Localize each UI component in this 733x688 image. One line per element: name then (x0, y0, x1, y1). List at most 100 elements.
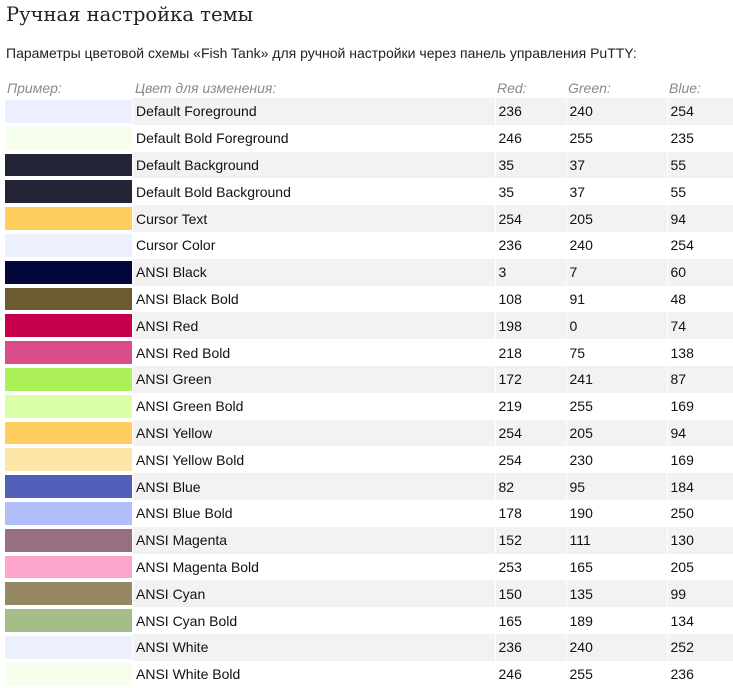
green-value-cell: 205 (565, 205, 667, 232)
table-row: Cursor Text 254 205 94 (5, 205, 733, 232)
blue-value-cell: 250 (666, 499, 733, 527)
green-value-cell: 240 (565, 633, 667, 661)
color-sample-cell (5, 446, 133, 473)
green-value-cell: 37 (565, 151, 667, 179)
color-swatch (5, 180, 132, 204)
color-swatch (5, 528, 132, 552)
color-name-cell: Default Background (133, 151, 495, 179)
blue-value-cell: 94 (666, 205, 733, 232)
color-sample-cell (5, 661, 133, 688)
color-name-cell: ANSI White Bold (133, 660, 495, 688)
green-value-cell: 7 (565, 258, 667, 286)
color-sample-cell (5, 634, 133, 661)
blue-value-cell: 252 (666, 633, 733, 661)
green-value-cell: 255 (565, 660, 667, 688)
green-value-cell: 75 (565, 339, 667, 366)
green-value-cell: 95 (565, 473, 667, 500)
table-row: ANSI Red Bold 218 75 138 (5, 339, 733, 366)
red-value-cell: 219 (494, 392, 566, 420)
color-swatch (5, 635, 132, 659)
color-name-cell: ANSI White (133, 633, 495, 661)
blue-value-cell: 60 (666, 258, 733, 286)
color-sample-cell (5, 152, 133, 179)
red-value-cell: 254 (494, 205, 566, 232)
color-name-cell: ANSI Cyan (133, 580, 495, 608)
color-sample-cell (5, 554, 133, 581)
green-value-cell: 241 (565, 365, 667, 393)
table-row: ANSI Black Bold 108 91 48 (5, 285, 733, 313)
red-value-cell: 172 (494, 365, 566, 393)
table-row: ANSI Yellow Bold 254 230 169 (5, 446, 733, 474)
table-row: Default Bold Background 35 37 55 (5, 178, 733, 206)
table-row: ANSI Magenta 152 111 130 (5, 526, 733, 554)
red-value-cell: 82 (494, 473, 566, 500)
color-name-cell: ANSI Yellow Bold (133, 446, 495, 474)
color-swatch (5, 394, 132, 418)
color-sample-cell (5, 420, 133, 447)
red-value-cell: 35 (494, 178, 566, 206)
color-sample-cell (5, 125, 133, 152)
color-sample-cell (5, 259, 133, 286)
blue-value-cell: 184 (666, 473, 733, 500)
color-swatch (5, 153, 132, 177)
header-red: Red: (497, 79, 527, 96)
table-header-row: Пример: Цвет для изменения: Red: Green: … (5, 77, 733, 98)
table-row: Default Bold Foreground 246 255 235 (5, 124, 733, 152)
table-row: ANSI Green 172 241 87 (5, 365, 733, 393)
green-value-cell: 240 (565, 98, 667, 125)
red-value-cell: 198 (494, 312, 566, 340)
color-swatch (5, 475, 132, 498)
color-sample-cell (5, 607, 133, 634)
table-row: ANSI Black 3 7 60 (5, 258, 733, 286)
color-name-cell: ANSI Magenta Bold (133, 553, 495, 581)
color-name-cell: Cursor Color (133, 231, 495, 259)
green-value-cell: 230 (565, 446, 667, 474)
red-value-cell: 108 (494, 285, 566, 313)
table-row: Cursor Color 236 240 254 (5, 231, 733, 259)
blue-value-cell: 55 (666, 151, 733, 179)
green-value-cell: 255 (565, 392, 667, 420)
table-row: ANSI Blue 82 95 184 (5, 473, 733, 500)
red-value-cell: 236 (494, 98, 566, 125)
table-row: ANSI Yellow 254 205 94 (5, 419, 733, 447)
blue-value-cell: 55 (666, 178, 733, 206)
green-value-cell: 91 (565, 285, 667, 313)
color-swatch (5, 126, 132, 150)
header-blue: Blue: (669, 79, 701, 96)
color-swatch (5, 555, 132, 579)
color-name-cell: Default Foreground (133, 98, 495, 125)
green-value-cell: 240 (565, 231, 667, 259)
red-value-cell: 35 (494, 151, 566, 179)
red-value-cell: 236 (494, 231, 566, 259)
table-row: Default Background 35 37 55 (5, 151, 733, 179)
red-value-cell: 165 (494, 607, 566, 634)
table-row: Default Foreground 236 240 254 (5, 98, 733, 125)
color-name-cell: ANSI Green Bold (133, 392, 495, 420)
color-sample-cell (5, 527, 133, 554)
color-swatch (5, 233, 132, 257)
table-row: ANSI Magenta Bold 253 165 205 (5, 553, 733, 581)
blue-value-cell: 138 (666, 339, 733, 366)
table-row: ANSI White Bold 246 255 236 (5, 660, 733, 688)
color-name-cell: Default Bold Foreground (133, 124, 495, 152)
color-name-cell: ANSI Cyan Bold (133, 607, 495, 634)
red-value-cell: 253 (494, 553, 566, 581)
green-value-cell: 190 (565, 499, 667, 527)
color-name-cell: ANSI Black (133, 258, 495, 286)
blue-value-cell: 48 (666, 285, 733, 313)
color-swatch (5, 341, 132, 364)
red-value-cell: 178 (494, 499, 566, 527)
color-sample-cell (5, 205, 133, 232)
color-sample-cell (5, 500, 133, 527)
color-name-cell: ANSI Blue Bold (133, 499, 495, 527)
green-value-cell: 165 (565, 553, 667, 581)
color-name-cell: Default Bold Background (133, 178, 495, 206)
blue-value-cell: 74 (666, 312, 733, 340)
red-value-cell: 246 (494, 660, 566, 688)
color-sample-cell (5, 580, 133, 607)
blue-value-cell: 134 (666, 607, 733, 634)
color-swatch (5, 207, 132, 230)
green-value-cell: 111 (565, 526, 667, 554)
color-sample-cell (5, 178, 133, 205)
color-swatch (5, 609, 132, 632)
